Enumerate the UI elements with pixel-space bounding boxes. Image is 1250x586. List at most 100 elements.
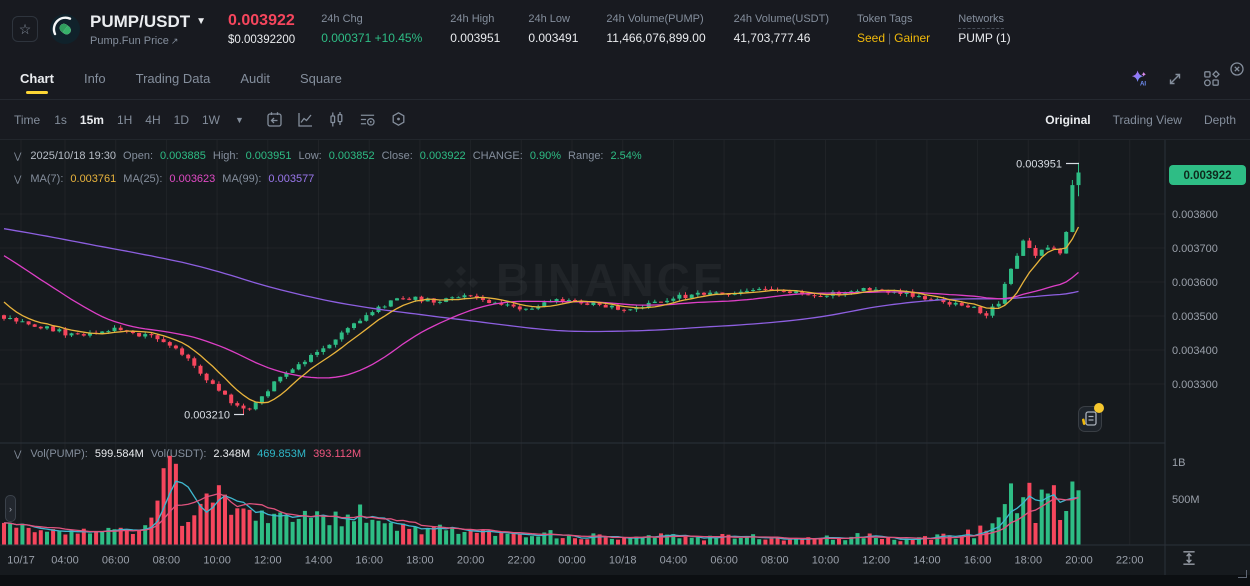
price-block: 0.003922 $0.00392200 — [228, 12, 295, 46]
tab-square[interactable]: Square — [299, 71, 342, 86]
widgets-layout-icon[interactable] — [1202, 70, 1220, 88]
svg-text:0.003922: 0.003922 — [1184, 170, 1232, 182]
ma-readout: ⋁ MA(7): 0.003761 MA(25): 0.003623 MA(99):… — [14, 173, 315, 185]
view-original[interactable]: Original — [1045, 112, 1091, 127]
resize-corner-handle[interactable] — [1238, 570, 1247, 578]
stat-value: 41,703,777.46 — [733, 31, 811, 45]
svg-text:12:00: 12:00 — [862, 555, 890, 567]
interval-1h[interactable]: 1H — [116, 112, 133, 127]
candlestick-icon[interactable] — [328, 111, 345, 128]
stat-label: 24h Volume(PUMP) — [606, 13, 704, 25]
chevron-down-icon: ▼ — [196, 16, 207, 27]
token-tag-seed[interactable]: Seed — [857, 31, 886, 45]
svg-text:0.003800: 0.003800 — [1172, 209, 1218, 221]
chart-area[interactable]: BINANCE 0.003800 0.003700 0.003600 0.003500… — [0, 140, 1250, 586]
tab-chart[interactable]: Chart — [20, 58, 54, 99]
external-link-icon: ↗ — [170, 35, 179, 46]
symbol-block: PUMP/USDT ▼ Pump.Fun Price ↗ — [90, 12, 206, 47]
svg-text:0.003700: 0.003700 — [1172, 243, 1218, 255]
view-depth[interactable]: Depth — [1203, 112, 1236, 127]
svg-text:AI: AI — [1140, 81, 1146, 88]
chart-toolbar: Time 1s 15m 1H 4H 1D 1W ▼ — [0, 100, 1250, 140]
vol-ma-cyan-value: 469.853M — [257, 448, 307, 460]
ma25-value: 0.003623 — [169, 173, 216, 185]
svg-text:06:00: 06:00 — [710, 555, 738, 567]
price-source-link[interactable]: Pump.Fun Price ↗ — [90, 34, 179, 47]
svg-text:0.003300: 0.003300 — [1172, 379, 1218, 391]
networks: Networks PUMP (1) — [958, 13, 1011, 45]
autofit-scale-icon[interactable] — [1180, 549, 1198, 567]
interval-4h[interactable]: 4H — [145, 112, 161, 127]
pair-name: PUMP/USDT — [90, 11, 191, 31]
svg-text:18:00: 18:00 — [406, 555, 434, 567]
networks-label[interactable]: Networks — [958, 13, 1005, 29]
collapse-caret-icon[interactable]: ⋁ — [14, 448, 22, 459]
svg-text:04:00: 04:00 — [660, 555, 688, 567]
vol-usdt-value: 2.348M — [213, 448, 251, 460]
interval-1d[interactable]: 1D — [173, 112, 189, 127]
symbol-selector[interactable]: PUMP/USDT ▼ — [90, 12, 206, 32]
svg-text:10:00: 10:00 — [203, 555, 231, 567]
stat-value: 0.000371 +10.45% — [321, 31, 423, 45]
svg-text:00:00: 00:00 — [558, 555, 586, 567]
low-value: 0.003852 — [328, 150, 375, 162]
svg-text:18:00: 18:00 — [1015, 555, 1043, 567]
svg-text:06:00: 06:00 — [102, 555, 130, 567]
ohlc-readout: ⋁ 2025/10/18 19:30 Open: 0.003885 High: 0.… — [14, 150, 642, 162]
settings-icon[interactable] — [390, 111, 407, 128]
close-icon[interactable] — [1228, 60, 1246, 78]
market-stats: 24h Chg 0.000371 +10.45% 24h High 0.003951 2… — [321, 13, 829, 45]
favorite-button[interactable]: ☆ — [12, 16, 38, 42]
close-value: 0.003922 — [419, 150, 466, 162]
svg-text:10/18: 10/18 — [609, 555, 637, 567]
interval-15m[interactable]: 15m — [79, 112, 104, 127]
svg-text:04:00: 04:00 — [51, 555, 79, 567]
interval-1w[interactable]: 1W — [201, 112, 220, 127]
stat-value: 11,466,076,899.00 — [606, 31, 706, 45]
svg-text:0.003951: 0.003951 — [1016, 159, 1062, 171]
ai-assistant-icon[interactable]: AI — [1130, 70, 1148, 88]
interval-1s[interactable]: 1s — [54, 112, 67, 127]
tab-audit[interactable]: Audit — [240, 71, 270, 86]
stat-label: 24h Chg — [321, 13, 363, 25]
page-tabs: Chart Info Trading Data Audit Square AI — [0, 58, 1250, 100]
indicators-icon[interactable] — [359, 111, 376, 128]
stat-value: 0.003951 — [450, 31, 501, 45]
pencil-icon — [1082, 418, 1086, 425]
ma7-value: 0.003761 — [70, 173, 117, 185]
svg-text:14:00: 14:00 — [913, 555, 941, 567]
svg-text:12:00: 12:00 — [254, 555, 282, 567]
interval-dropdown-icon[interactable]: ▼ — [234, 114, 244, 125]
star-icon: ☆ — [18, 20, 32, 37]
stat-24h-volume-pump-: 24h Volume(PUMP) 11,466,076,899.00 — [606, 13, 705, 45]
panel-expand-icon[interactable]: › — [5, 495, 16, 522]
fullscreen-icon[interactable] — [1166, 70, 1184, 88]
svg-text:16:00: 16:00 — [355, 555, 383, 567]
svg-text:08:00: 08:00 — [761, 555, 789, 567]
view-trading-view[interactable]: Trading View — [1112, 112, 1182, 127]
pump-coin-logo-icon — [50, 14, 80, 44]
svg-text:10/17: 10/17 — [7, 555, 35, 567]
candle-datetime: 2025/10/18 19:30 — [30, 150, 117, 162]
collapse-caret-icon[interactable]: ⋁ — [14, 150, 22, 161]
chart-style-icon[interactable] — [297, 111, 314, 128]
tab-info[interactable]: Info — [83, 71, 106, 86]
svg-text:20:00: 20:00 — [457, 555, 485, 567]
svg-text:22:00: 22:00 — [508, 555, 536, 567]
token-tag-gainer[interactable]: Gainer — [894, 31, 931, 45]
tab-trading-data[interactable]: Trading Data — [135, 71, 211, 86]
svg-text:0.003600: 0.003600 — [1172, 277, 1218, 289]
jump-to-date-icon[interactable] — [266, 111, 283, 128]
change-value: 0.90% — [529, 150, 562, 162]
token-tags: Token Tags Seed | Gainer — [857, 13, 931, 45]
symbol-header: ☆ PUMP/USDT ▼ Pump.Fun Price ↗ 0.003922 $… — [0, 0, 1250, 58]
volume-readout: ⋁ Vol(PUMP): 599.584M Vol(USDT): 2.348M 46… — [14, 448, 362, 460]
stat-24h-low: 24h Low 0.003491 — [528, 13, 578, 45]
svg-text:20:00: 20:00 — [1065, 555, 1093, 567]
stat-24h-high: 24h High 0.003951 — [450, 13, 500, 45]
stat-24h-volume-usdt-: 24h Volume(USDT) 41,703,777.46 — [734, 13, 829, 45]
svg-text:10:00: 10:00 — [812, 555, 840, 567]
last-price-fiat: $0.00392200 — [228, 34, 296, 46]
collapse-caret-icon[interactable]: ⋁ — [14, 173, 22, 184]
